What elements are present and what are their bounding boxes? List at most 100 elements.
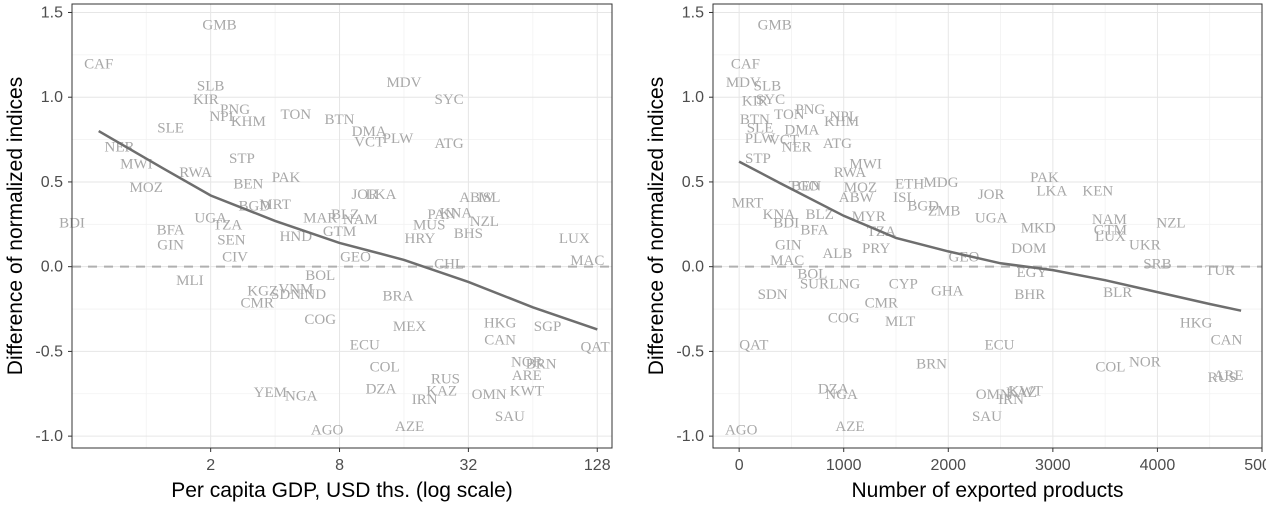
point-label-abw: ABW [839, 190, 875, 206]
point-label-mac: MAC [770, 253, 804, 269]
point-label-gtm: GTM [323, 224, 356, 240]
point-label-png: PNG [220, 102, 250, 118]
x-tick-label: 1000 [826, 457, 862, 474]
x-tick-label: 32 [459, 457, 477, 474]
point-label-bgd: BGD [907, 199, 939, 215]
x-tick-label: 2 [206, 457, 215, 474]
point-label-stp: STP [229, 151, 255, 167]
point-label-col: COL [370, 360, 400, 376]
point-label-lka: LKA [1036, 183, 1067, 199]
point-label-bdi: BDI [773, 216, 799, 232]
point-label-cog: COG [304, 312, 336, 328]
x-tick-label: 5000 [1244, 457, 1266, 474]
point-label-sen: SEN [217, 233, 246, 249]
point-label-dma: DMA [352, 124, 387, 140]
point-label-ben: BEN [233, 177, 263, 193]
x-tick-label: 8 [335, 457, 344, 474]
y-axis-title: Difference of normalized indices [4, 77, 27, 375]
point-label-civ: CIV [222, 250, 248, 266]
point-label-can: CAN [1211, 333, 1243, 349]
point-label-bra: BRA [383, 288, 414, 304]
panel-border [71, 3, 613, 449]
point-label-rwa: RWA [834, 165, 867, 181]
point-label-irn: IRN [412, 392, 438, 408]
point-label-sle: SLE [157, 121, 184, 137]
point-label-chl: CHL [434, 256, 464, 272]
y-tick-label: 1.5 [41, 4, 63, 21]
point-label-mus: MUS [413, 217, 446, 233]
point-label-dom: DOM [1011, 241, 1046, 257]
point-label-ago: AGO [725, 422, 758, 438]
point-label-blz: BLZ [805, 207, 833, 223]
point-label-sdn: SDN [271, 287, 301, 303]
point-label-rus: RUS [431, 372, 460, 388]
point-label-ecu: ECU [985, 338, 1015, 354]
point-label-mdv: MDV [726, 75, 761, 91]
point-label-col: COL [1095, 360, 1125, 376]
point-label-npl: NPL [209, 109, 237, 125]
y-tick-label: 1.5 [682, 4, 704, 21]
point-label-bhr: BHR [1014, 287, 1045, 303]
point-label-khm: KHM [231, 114, 266, 130]
point-label-are: ARE [512, 368, 542, 384]
point-label-qat: QAT [580, 339, 609, 355]
point-label-nor: NOR [1129, 355, 1161, 371]
point-label-mex: MEX [393, 319, 427, 335]
x-axis-title: Per capita GDP, USD ths. (log scale) [171, 479, 513, 502]
point-label-gin: GIN [157, 238, 184, 254]
trend-line [738, 160, 1242, 312]
point-label-brn: BRN [526, 356, 557, 372]
point-label-mrt: MRT [259, 197, 291, 213]
point-label-ecu: ECU [350, 338, 380, 354]
x-axis-title: Number of exported products [852, 479, 1124, 502]
point-label-vct: VCT [354, 134, 384, 150]
y-tick-label: 0.0 [682, 259, 704, 276]
point-label-gtm: GTM [1094, 222, 1127, 238]
y-tick-label: 1.0 [682, 89, 704, 106]
point-label-bfa: BFA [157, 222, 185, 238]
point-label-dma: DMA [784, 122, 819, 138]
point-label-mdv: MDV [386, 75, 421, 91]
y-tick-label: 1.0 [41, 89, 63, 106]
point-label-cmr: CMR [865, 295, 898, 311]
point-label-mrt: MRT [732, 195, 764, 211]
y-tick-label: 0.0 [41, 259, 63, 276]
x-tick-label: 4000 [1140, 457, 1176, 474]
point-label-stp: STP [745, 151, 771, 167]
point-label-blz: BLZ [331, 207, 359, 223]
point-label-lng: LNG [829, 277, 860, 293]
point-label-vnm: VNM [278, 282, 313, 298]
y-tick-label: -0.5 [676, 343, 704, 360]
point-label-hry: HRY [405, 231, 436, 247]
point-label-caf: CAF [84, 56, 113, 72]
point-label-nam: NAM [1092, 212, 1127, 228]
point-label-sau: SAU [972, 409, 1002, 425]
point-label-bol: BOL [797, 266, 827, 282]
point-label-moz: MOZ [130, 180, 163, 196]
point-label-are: ARE [1214, 368, 1244, 384]
point-label-isl: ISL [478, 190, 501, 206]
point-label-hnd: HND [280, 229, 313, 245]
point-label-plw: PLW [383, 131, 414, 147]
point-label-gha: GHA [931, 283, 964, 299]
point-label-omn: OMN [976, 387, 1011, 403]
point-label-slb: SLB [197, 78, 225, 94]
point-label-ner: NER [782, 139, 812, 155]
point-label-aze: AZE [835, 419, 864, 435]
point-label-ago: AGO [311, 422, 344, 438]
x-tick-label: 2000 [930, 457, 966, 474]
point-label-ton: TON [281, 107, 312, 123]
point-label-alb: ALB [822, 246, 852, 262]
point-label-gmb: GMB [758, 17, 792, 33]
point-label-btn: BTN [325, 112, 355, 128]
point-label-plw: PLW [745, 131, 776, 147]
point-label-khm: KHM [824, 114, 859, 130]
point-label-aze: AZE [395, 419, 424, 435]
point-label-hkg: HKG [1180, 316, 1213, 332]
point-label-zmb: ZMB [928, 204, 961, 220]
point-label-pry: PRY [862, 241, 891, 257]
point-label-sdn: SDN [758, 287, 788, 303]
point-label-pak: PAK [1030, 170, 1059, 186]
point-label-kna: KNA [763, 207, 796, 223]
point-label-omn: OMN [472, 387, 507, 403]
